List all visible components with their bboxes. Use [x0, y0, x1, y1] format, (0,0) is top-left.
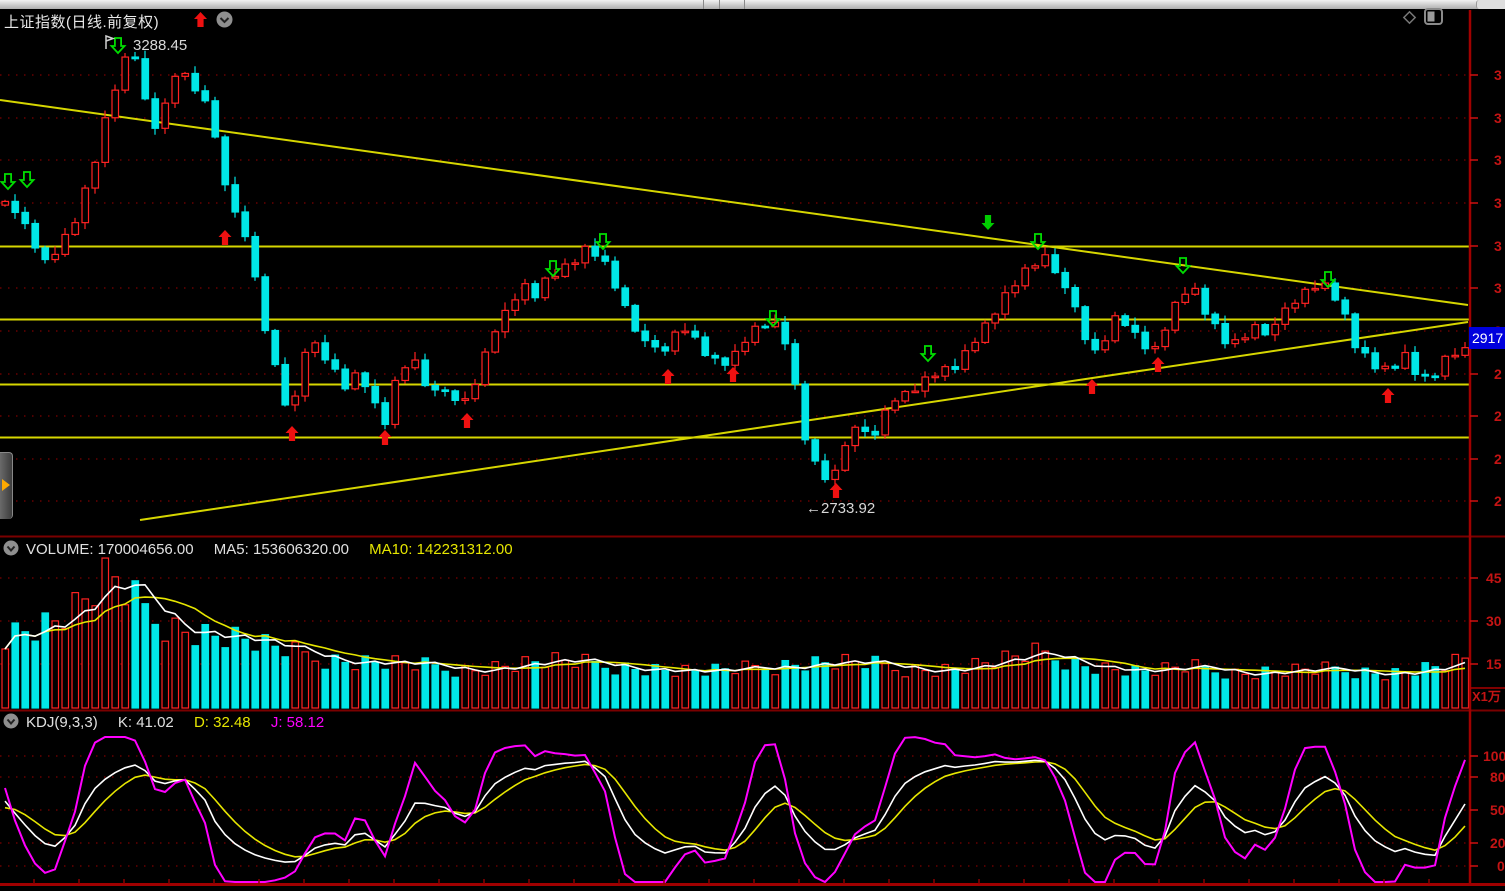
- sell-signal-hollow-icon: [1174, 257, 1192, 275]
- volume-ma5: MA5: 153606320.00: [213, 541, 349, 558]
- y-price-label: 2: [1494, 408, 1502, 424]
- y-price-label: 3: [1494, 195, 1502, 211]
- y-kdj-label: 0: [1497, 858, 1505, 874]
- y-volume-label: 30: [1486, 613, 1502, 629]
- y-price-label: 3: [1494, 67, 1502, 83]
- trendlines: [0, 99, 1469, 521]
- expand-arrow-icon: [2, 479, 10, 491]
- buy-arrow-icon: [829, 483, 843, 498]
- y-kdj-label: 100: [1483, 748, 1505, 764]
- kdj-pane-header: KDJ(9,3,3) K: 41.02 D: 32.48 J: 58.12: [26, 714, 340, 731]
- volume-ma5-line: [4, 583, 1466, 676]
- volume-unit-label: X1万: [1472, 689, 1501, 704]
- buy-arrow-icon: [726, 367, 740, 382]
- volume-collapse-icon[interactable]: [3, 540, 19, 556]
- volume-pane-header: VOLUME: 170004656.00 MA5: 153606320.00 M…: [26, 541, 529, 558]
- sell-signal-hollow-icon: [764, 310, 782, 328]
- titlebar-separator: [719, 0, 720, 9]
- trend-up-icon: [194, 12, 207, 27]
- signal-markers: [0, 34, 1395, 498]
- sell-signal-hollow-icon: [1319, 271, 1337, 289]
- low-price-label: ←2733.92: [806, 500, 876, 517]
- sell-signal-hollow-icon: [18, 171, 36, 189]
- buy-arrow-icon: [1151, 357, 1165, 372]
- y-price-label: 2: [1494, 451, 1502, 467]
- pane-frame: [0, 10, 1505, 886]
- y-volume-label: 45: [1486, 570, 1502, 586]
- flag-marker-icon: [105, 34, 116, 49]
- sell-arrow-icon: [981, 215, 995, 230]
- buy-arrow-icon: [1381, 388, 1395, 403]
- kdj-k: K: 41.02: [117, 714, 174, 731]
- buy-arrow-icon: [460, 413, 474, 428]
- sell-signal-hollow-icon: [109, 37, 127, 55]
- window-titlebar[interactable]: [0, 0, 1505, 9]
- kdj-d-line: [4, 760, 1466, 858]
- high-price-label: 3288.45: [133, 37, 188, 54]
- candles: [1, 50, 1470, 497]
- kdj-d: D: 32.48: [193, 714, 251, 731]
- chart-title: 上证指数(日线.前复权): [4, 14, 160, 31]
- volume-ma10: MA10: 142231312.00: [369, 541, 513, 558]
- y-price-label: 3: [1494, 238, 1502, 254]
- y-kdj-label: 80: [1490, 769, 1505, 785]
- sell-signal-hollow-icon: [544, 260, 562, 278]
- y-price-label: 3: [1494, 152, 1502, 168]
- split-pane-icon[interactable]: [1424, 8, 1444, 25]
- titlebar-right-cap: [1476, 0, 1505, 9]
- kdj-j: J: 58.12: [270, 714, 325, 731]
- chevron-down-circle-icon[interactable]: [216, 11, 233, 28]
- buy-arrow-icon: [378, 430, 392, 445]
- volume-value: VOLUME: 170004656.00: [26, 541, 194, 558]
- buy-arrow-icon: [1085, 379, 1099, 394]
- sell-signal-hollow-icon: [1029, 233, 1047, 251]
- y-kdj-label: 20: [1490, 835, 1505, 851]
- y-kdj-label: 50: [1490, 802, 1505, 818]
- y-price-label: 2: [1494, 493, 1502, 509]
- kdj-name: KDJ(9,3,3): [26, 714, 98, 731]
- sell-signal-hollow-icon: [0, 173, 17, 191]
- y-price-label: 3: [1494, 110, 1502, 126]
- kdj-k-line: [4, 759, 1466, 863]
- kdj-collapse-icon[interactable]: [3, 713, 19, 729]
- gridlines: [0, 74, 1468, 867]
- buy-arrow-icon: [218, 230, 232, 245]
- last-price-tag: 2917: [1469, 327, 1505, 349]
- buy-arrow-icon: [285, 426, 299, 441]
- y-price-label: 2: [1494, 366, 1502, 382]
- sidebar-expander[interactable]: [0, 452, 13, 519]
- sell-signal-hollow-icon: [919, 345, 937, 363]
- sell-signal-hollow-icon: [594, 233, 612, 251]
- buy-arrow-icon: [661, 369, 675, 384]
- kdj-j-line: [4, 736, 1466, 884]
- volume-bars: [1, 557, 1470, 709]
- titlebar-separator: [744, 0, 745, 9]
- y-price-label: 3: [1494, 280, 1502, 296]
- diamond-icon[interactable]: [1401, 9, 1418, 26]
- titlebar-separator: [703, 0, 704, 9]
- y-volume-label: 15: [1486, 656, 1502, 672]
